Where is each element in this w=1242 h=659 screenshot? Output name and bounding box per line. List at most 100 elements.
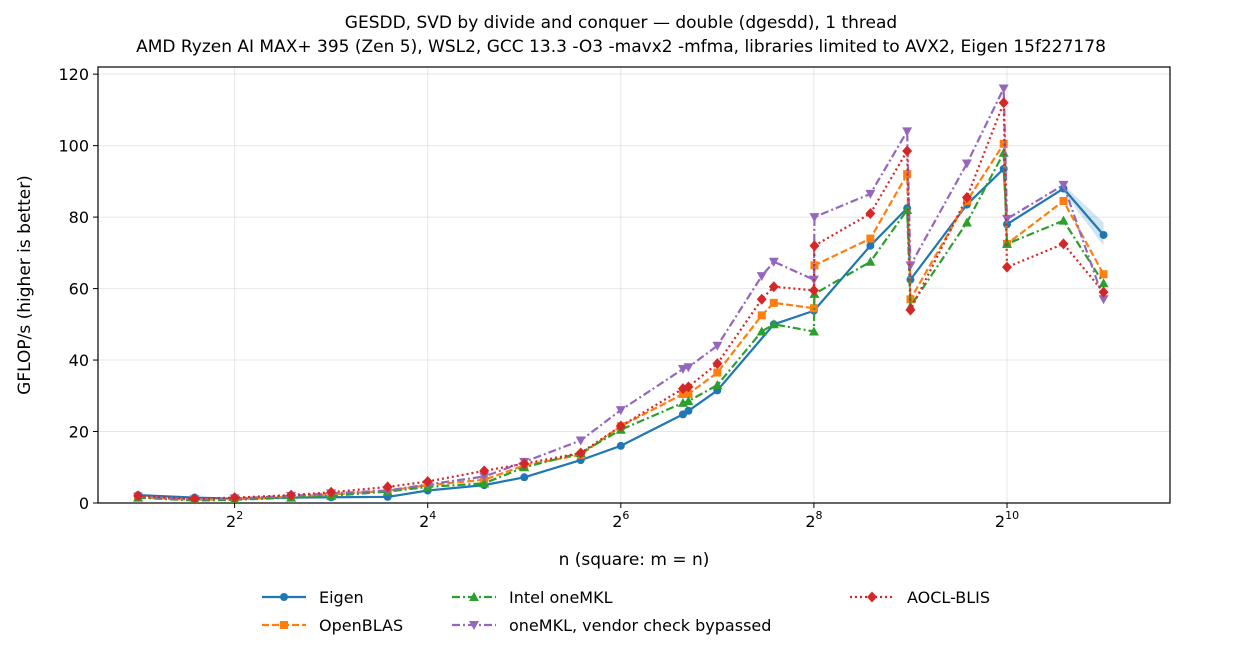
data-point	[422, 476, 433, 488]
data-point	[712, 358, 723, 370]
data-point	[999, 164, 1008, 173]
data-point	[520, 473, 529, 482]
data-point	[683, 396, 694, 406]
data-point	[809, 240, 820, 252]
data-point	[902, 127, 913, 137]
data-point	[998, 84, 1009, 94]
series-line	[138, 87, 1105, 501]
legend-swatch	[452, 621, 496, 630]
data-point	[905, 304, 916, 316]
legend-label: OpenBLAS	[319, 615, 404, 635]
y-axis: 0 20 40 60 80 100 120	[58, 65, 98, 513]
legend-item: Eigen	[259, 584, 364, 610]
data-point	[902, 145, 913, 157]
data-point	[616, 441, 625, 450]
data-point	[677, 364, 688, 374]
legend-item: Intel oneMKL	[449, 584, 613, 610]
plot-frame	[97, 66, 1171, 504]
y-tick-label: 40	[69, 351, 89, 370]
legend-swatch	[850, 591, 894, 603]
data-point	[683, 363, 694, 373]
data-point	[998, 97, 1009, 109]
x-tick-label: 22	[226, 509, 243, 531]
data-point	[961, 159, 972, 169]
x-tick-label: 28	[805, 509, 822, 531]
data-point	[519, 458, 530, 470]
y-tick-label: 120	[58, 65, 89, 84]
data-point	[382, 481, 393, 493]
legend-marker	[867, 591, 877, 603]
data-point	[683, 381, 694, 393]
data-point	[713, 368, 722, 377]
series-aocl-blis	[133, 97, 1109, 503]
legend-label: oneMKL, vendor check bypassed	[509, 615, 772, 635]
data-point	[905, 261, 916, 271]
data-point	[768, 257, 779, 267]
legend-marker	[280, 621, 288, 629]
data-point	[684, 390, 693, 398]
data-point	[866, 234, 875, 243]
x-tick-label: 210	[995, 509, 1019, 531]
data-point	[809, 213, 820, 223]
data-point	[1058, 238, 1069, 250]
y-tick-label: 80	[69, 208, 89, 227]
y-axis-label: GFLOP/s (higher is better)	[15, 175, 35, 395]
legend-item: OpenBLAS	[259, 612, 403, 638]
data-point	[1098, 286, 1109, 298]
data-point	[286, 489, 297, 501]
data-point	[865, 208, 876, 220]
legend-swatch	[262, 593, 306, 601]
x-tick-label: 26	[612, 509, 629, 531]
data-point	[684, 406, 693, 415]
data-point	[575, 436, 586, 446]
data-point	[1058, 180, 1069, 190]
data-point	[133, 490, 144, 502]
legend-label: Eigen	[319, 587, 364, 607]
series-eigen	[134, 164, 1108, 503]
data-point	[1099, 230, 1108, 239]
data-point	[902, 204, 913, 214]
x-axis-label: n (square: m = n)	[559, 550, 710, 570]
series-intel-onemkl	[133, 147, 1109, 503]
legend-swatch	[452, 592, 496, 601]
data-point	[1059, 197, 1068, 206]
data-point	[479, 472, 490, 482]
data-point	[998, 147, 1009, 157]
legend-label: AOCL-BLIS	[907, 587, 991, 607]
data-point	[1058, 215, 1069, 225]
legend: Eigen OpenBLAS Intel oneMKL oneMKL, vendor …	[259, 582, 1019, 642]
data-point	[756, 326, 767, 336]
legend-item: AOCL-BLIS	[847, 584, 990, 610]
grid	[98, 67, 1170, 504]
data-point	[756, 272, 767, 282]
data-point	[866, 241, 875, 250]
data-point	[961, 191, 972, 203]
data-point	[712, 341, 723, 351]
data-point	[1098, 278, 1109, 288]
chart-subtitle: AMD Ryzen AI MAX+ 395 (Zen 5), WSL2, GCC…	[136, 37, 1106, 57]
data-point	[768, 319, 779, 329]
legend-marker	[280, 593, 288, 601]
data-point	[865, 256, 876, 266]
data-point	[479, 478, 490, 488]
x-tick-label: 24	[419, 509, 436, 531]
data-point	[229, 492, 240, 503]
data-point	[1002, 261, 1013, 273]
data-point	[756, 293, 767, 305]
data-point	[615, 406, 626, 416]
data-point	[769, 298, 778, 307]
data-point	[1099, 270, 1108, 279]
y-tick-label: 20	[69, 423, 89, 442]
data-point	[479, 465, 490, 477]
data-point	[757, 311, 766, 320]
data-point	[1098, 295, 1109, 305]
data-point	[326, 486, 337, 498]
data-point	[865, 189, 876, 199]
y-tick-label: 100	[58, 137, 89, 156]
data-point	[575, 447, 586, 459]
legend-label: Intel oneMKL	[509, 587, 613, 607]
y-tick-label: 60	[69, 280, 89, 299]
series-line	[138, 101, 1105, 500]
